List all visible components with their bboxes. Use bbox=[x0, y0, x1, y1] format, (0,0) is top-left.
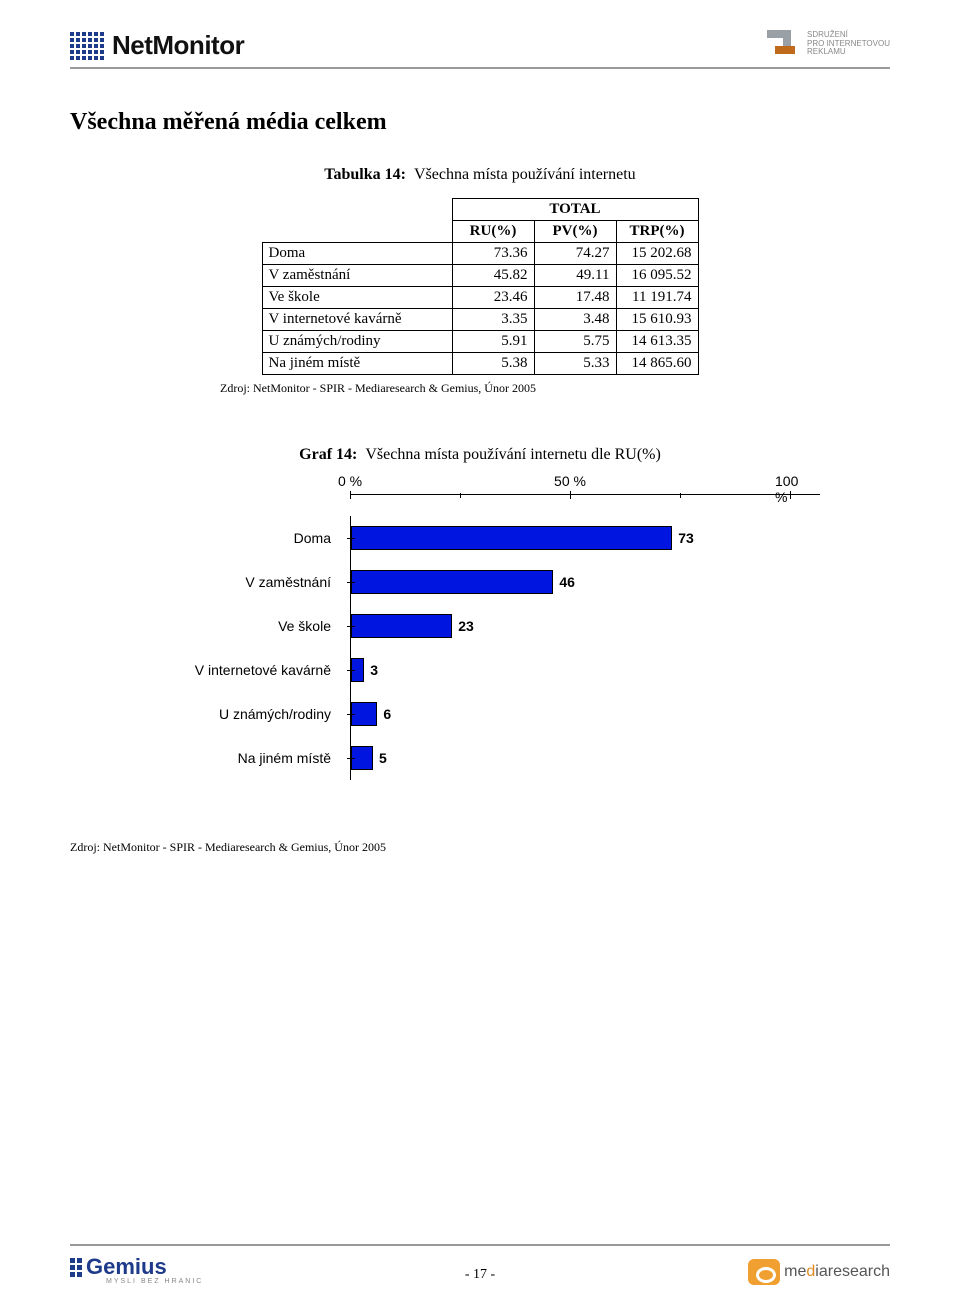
table-source: Zdroj: NetMonitor - SPIR - Mediaresearch… bbox=[220, 381, 890, 396]
page-footer: Gemius MYSLI BEZ HRANIC - 17 - mediarese… bbox=[70, 1244, 890, 1285]
spir-logo-text: SDRUŽENÍ PRO INTERNETOVOU REKLAMU bbox=[807, 31, 890, 57]
table-caption: Tabulka 14: Všechna místa používání inte… bbox=[70, 166, 890, 184]
bar-value: 23 bbox=[458, 618, 474, 634]
bar-value: 5 bbox=[379, 750, 387, 766]
cell: 3.35 bbox=[452, 309, 534, 331]
mediaresearch-text: mediaresearch bbox=[784, 1263, 890, 1281]
cell: 5.75 bbox=[534, 331, 616, 353]
mediaresearch-icon bbox=[748, 1259, 780, 1285]
chart-source: Zdroj: NetMonitor - SPIR - Mediaresearch… bbox=[70, 840, 890, 855]
bar-label: Doma bbox=[141, 530, 341, 546]
table-row: V zaměstnání45.8249.1116 095.52 bbox=[262, 265, 698, 287]
row-label: V zaměstnání bbox=[262, 265, 452, 287]
table-row: U známých/rodiny5.915.7514 613.35 bbox=[262, 331, 698, 353]
gemius-tagline: MYSLI BEZ HRANIC bbox=[106, 1278, 203, 1285]
cell: 11 191.74 bbox=[616, 287, 698, 309]
table-row: Doma73.3674.2715 202.68 bbox=[262, 243, 698, 265]
table-col-0: RU(%) bbox=[452, 221, 534, 243]
table-caption-prefix: Tabulka 14: bbox=[324, 166, 406, 183]
chart-caption-prefix: Graf 14: bbox=[299, 446, 357, 463]
chart-row: Ve škole23 bbox=[351, 604, 790, 648]
cell: 5.91 bbox=[452, 331, 534, 353]
gemius-dots-icon bbox=[70, 1258, 82, 1277]
bar bbox=[351, 570, 553, 594]
chart-caption: Graf 14: Všechna místa používání interne… bbox=[70, 446, 890, 464]
gemius-logo-text: Gemius bbox=[86, 1254, 167, 1280]
chart-x-axis: 0 %50 %100 % bbox=[350, 494, 820, 516]
bar-label: Na jiném místě bbox=[141, 750, 341, 766]
bar-label: U známých/rodiny bbox=[141, 706, 341, 722]
cell: 23.46 bbox=[452, 287, 534, 309]
bar-chart: 0 %50 %100 % Doma73V zaměstnání46Ve škol… bbox=[140, 494, 820, 780]
table-row: Ve škole23.4617.4811 191.74 bbox=[262, 287, 698, 309]
cell: 15 202.68 bbox=[616, 243, 698, 265]
chart-row: Na jiném místě5 bbox=[351, 736, 790, 780]
axis-tick-label: 0 % bbox=[338, 473, 362, 489]
page-header: NetMonitor SDRUŽENÍ PRO INTERNETOVOU REK… bbox=[70, 30, 890, 69]
table-row: Na jiném místě5.385.3314 865.60 bbox=[262, 353, 698, 375]
data-table: TOTAL RU(%) PV(%) TRP(%) Doma73.3674.271… bbox=[262, 198, 699, 375]
cell: 45.82 bbox=[452, 265, 534, 287]
chart-row: Doma73 bbox=[351, 516, 790, 560]
cell: 74.27 bbox=[534, 243, 616, 265]
cell: 15 610.93 bbox=[616, 309, 698, 331]
table-total-header: TOTAL bbox=[452, 199, 698, 221]
page-title: Všechna měřená média celkem bbox=[70, 109, 890, 136]
cell: 5.33 bbox=[534, 353, 616, 375]
chart-plot-area: Doma73V zaměstnání46Ve škole23V internet… bbox=[350, 516, 790, 780]
cell: 14 613.35 bbox=[616, 331, 698, 353]
bar-label: Ve škole bbox=[141, 618, 341, 634]
bar-value: 73 bbox=[678, 530, 694, 546]
netmonitor-logo: NetMonitor bbox=[70, 30, 244, 61]
chart-caption-text: Všechna místa používání internetu dle RU… bbox=[365, 446, 660, 463]
table-row: V internetové kavárně3.353.4815 610.93 bbox=[262, 309, 698, 331]
bar-value: 46 bbox=[559, 574, 575, 590]
chart-row: V internetové kavárně3 bbox=[351, 648, 790, 692]
gemius-logo: Gemius MYSLI BEZ HRANIC bbox=[70, 1254, 203, 1285]
cell: 16 095.52 bbox=[616, 265, 698, 287]
row-label: Na jiném místě bbox=[262, 353, 452, 375]
netmonitor-logo-text: NetMonitor bbox=[112, 30, 244, 61]
bar bbox=[351, 526, 672, 550]
bar-label: V zaměstnání bbox=[141, 574, 341, 590]
row-label: U známých/rodiny bbox=[262, 331, 452, 353]
bar-value: 6 bbox=[383, 706, 391, 722]
page-number: - 17 - bbox=[465, 1267, 495, 1283]
bar-label: V internetové kavárně bbox=[141, 662, 341, 678]
table-col-2: TRP(%) bbox=[616, 221, 698, 243]
chart-row: U známých/rodiny6 bbox=[351, 692, 790, 736]
mediaresearch-logo: mediaresearch bbox=[748, 1259, 890, 1285]
cell: 5.38 bbox=[452, 353, 534, 375]
cell: 49.11 bbox=[534, 265, 616, 287]
spir-icon bbox=[767, 30, 801, 58]
cell: 17.48 bbox=[534, 287, 616, 309]
cell: 73.36 bbox=[452, 243, 534, 265]
table-col-1: PV(%) bbox=[534, 221, 616, 243]
spir-logo: SDRUŽENÍ PRO INTERNETOVOU REKLAMU bbox=[767, 30, 890, 58]
row-label: Ve škole bbox=[262, 287, 452, 309]
bar bbox=[351, 614, 452, 638]
table-caption-text: Všechna místa používání internetu bbox=[414, 166, 636, 183]
cell: 14 865.60 bbox=[616, 353, 698, 375]
axis-tick-label: 100 % bbox=[775, 473, 805, 505]
row-label: V internetové kavárně bbox=[262, 309, 452, 331]
row-label: Doma bbox=[262, 243, 452, 265]
netmonitor-dots-icon bbox=[70, 32, 104, 60]
chart-row: V zaměstnání46 bbox=[351, 560, 790, 604]
cell: 3.48 bbox=[534, 309, 616, 331]
axis-tick-label: 50 % bbox=[554, 473, 586, 489]
bar-value: 3 bbox=[370, 662, 378, 678]
